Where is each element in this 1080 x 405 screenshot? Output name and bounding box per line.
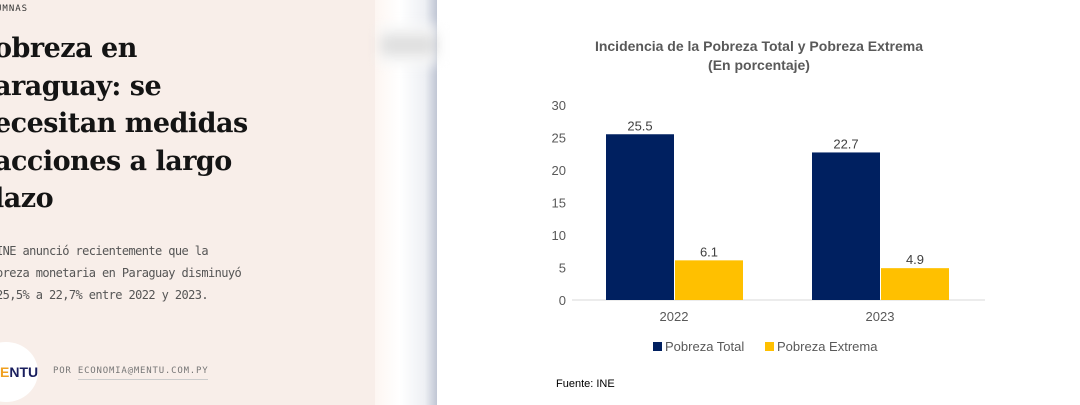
y-tick-label: 20	[552, 163, 566, 178]
bar-pobreza-extrema-2023	[881, 268, 949, 300]
y-tick-label: 10	[552, 228, 566, 243]
chart-subtitle: (En porcentaje)	[708, 57, 810, 73]
legend-label: Pobreza Total	[665, 339, 744, 354]
lead-line: oreza monetaria en Paraguay disminuyó	[0, 266, 242, 280]
x-tick-label: 2022	[660, 309, 689, 324]
legend-swatch	[765, 342, 774, 351]
y-tick-label: 25	[552, 131, 566, 146]
author-avatar[interactable]: ENTU	[0, 342, 38, 402]
legend-label: Pobreza Extrema	[777, 339, 878, 354]
bar-pobreza-extrema-2022	[675, 260, 743, 300]
title-line: lazo	[0, 183, 54, 214]
chart-source: Fuente: INE	[556, 378, 615, 390]
title-line: obreza en	[0, 33, 137, 64]
section-kicker[interactable]: UMNAS	[0, 4, 29, 14]
legend-swatch	[653, 342, 662, 351]
y-tick-label: 15	[552, 196, 566, 211]
image-shadow	[375, 0, 437, 405]
bar-pobreza-total-2022	[606, 134, 674, 300]
title-line: ecesitan medidas	[0, 108, 248, 139]
data-label: 4.9	[906, 252, 924, 267]
chart-title: Incidencia de la Pobreza Total y Pobreza…	[595, 38, 923, 54]
y-tick-label: 5	[559, 261, 566, 276]
byline-prefix: POR	[53, 366, 72, 376]
title-line: araguay: se	[0, 70, 162, 102]
article-lead: INE anunció recientemente que la oreza m…	[0, 240, 366, 306]
data-label: 6.1	[700, 244, 718, 259]
data-label: 25.5	[627, 118, 652, 133]
byline: POR ECONOMIA@MENTU.COM.PY	[53, 366, 209, 380]
x-tick-label: 2023	[866, 309, 895, 324]
author-link[interactable]: ECONOMIA@MENTU.COM.PY	[77, 366, 209, 380]
bar-pobreza-total-2023	[812, 152, 880, 300]
lead-line: 25,5% a 22,7% entre 2022 y 2023.	[0, 288, 209, 302]
title-line: acciones a largo	[0, 145, 232, 177]
article-panel: UMNAS obreza en araguay: se ecesitan med…	[0, 0, 375, 405]
data-label: 22.7	[833, 136, 858, 151]
logo-text: ENTU	[0, 364, 39, 380]
article-title[interactable]: obreza en araguay: se ecesitan medidas a…	[0, 30, 364, 218]
y-tick-label: 30	[552, 98, 566, 113]
y-tick-label: 0	[559, 293, 566, 308]
poverty-chart: Incidencia de la Pobreza Total y Pobreza…	[552, 38, 985, 390]
lead-line: INE anunció recientemente que la	[0, 244, 209, 258]
